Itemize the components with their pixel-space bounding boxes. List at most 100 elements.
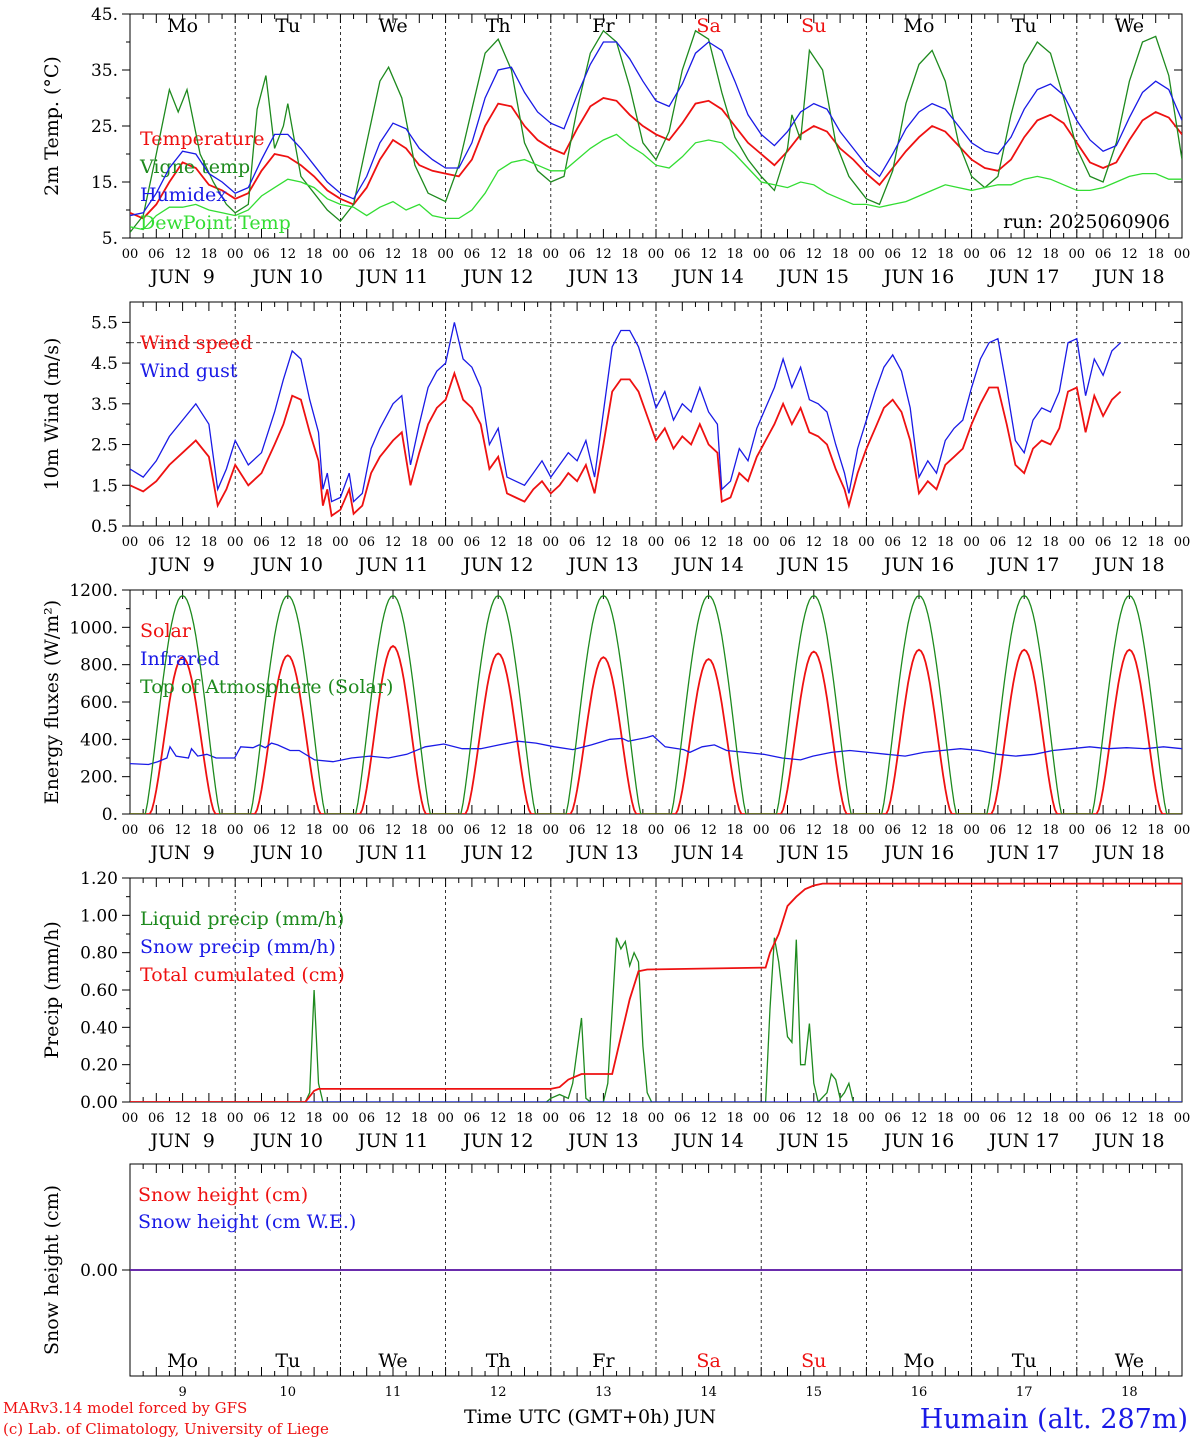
x-hour-label: 00 bbox=[122, 247, 139, 262]
x-hour-label: 00 bbox=[227, 535, 244, 550]
x-hour-label: 00 bbox=[543, 823, 560, 838]
x-hour-label: 18 bbox=[621, 1111, 638, 1126]
x-day-label: JUN 18 bbox=[1092, 842, 1164, 864]
x-hour-label: 18 bbox=[1147, 1111, 1164, 1126]
x-hour-label: 00 bbox=[753, 247, 770, 262]
legend-entry: Wind speed bbox=[140, 332, 252, 354]
y-tick-label: 2.5 bbox=[91, 436, 118, 456]
x-hour-label: 00 bbox=[963, 823, 980, 838]
x-hour-label: 06 bbox=[358, 535, 375, 550]
x-hour-label: 06 bbox=[1095, 247, 1112, 262]
x-day-label: JUN 13 bbox=[566, 266, 638, 288]
station-title: Humain (alt. 287m) bbox=[920, 1404, 1188, 1435]
x-day-label: JUN 16 bbox=[882, 554, 954, 576]
plot-frame bbox=[129, 301, 1183, 527]
x-hour-label: 06 bbox=[253, 1111, 270, 1126]
x-hour-label: 18 bbox=[727, 823, 744, 838]
x-hour-label: 18 bbox=[937, 1111, 954, 1126]
y-axis-label: 2m Temp. (°C) bbox=[41, 56, 63, 196]
legend-entry: Temperature bbox=[140, 128, 264, 150]
x-day-label: JUN 12 bbox=[461, 554, 533, 576]
x-hour-label: 18 bbox=[201, 1111, 218, 1126]
x-hour-label: 18 bbox=[306, 535, 323, 550]
x-hour-label: 06 bbox=[253, 247, 270, 262]
x-day-label: JUN 15 bbox=[777, 842, 849, 864]
x-day-number: 17 bbox=[1016, 1385, 1033, 1400]
series-line-infrared bbox=[130, 734, 1182, 766]
series-line-wind-speed bbox=[130, 370, 1122, 518]
x-day-label: JUN 9 bbox=[148, 842, 214, 864]
x-hour-label: 00 bbox=[648, 1111, 665, 1126]
legend-entry: Top of Atmosphere (Solar) bbox=[140, 676, 393, 698]
x-day-label: JUN 18 bbox=[1092, 1130, 1164, 1152]
legend-entry: Infrared bbox=[140, 648, 220, 670]
weekday-label: Tu bbox=[1012, 15, 1037, 37]
x-hour-label: 06 bbox=[464, 823, 481, 838]
x-day-label: JUN 17 bbox=[987, 842, 1059, 864]
x-hour-label: 06 bbox=[990, 823, 1007, 838]
x-hour-label: 18 bbox=[306, 247, 323, 262]
x-day-label: JUN 17 bbox=[987, 266, 1059, 288]
x-hour-label: 00 bbox=[1174, 247, 1191, 262]
x-hour-label: 00 bbox=[753, 535, 770, 550]
x-hour-label: 12 bbox=[280, 535, 297, 550]
x-hour-label: 18 bbox=[727, 1111, 744, 1126]
x-hour-label: 00 bbox=[437, 1111, 454, 1126]
x-hour-label: 06 bbox=[253, 535, 270, 550]
x-hour-label: 18 bbox=[727, 247, 744, 262]
weekday-label: We bbox=[1115, 15, 1144, 37]
x-hour-label: 12 bbox=[1016, 247, 1033, 262]
x-hour-label: 18 bbox=[516, 247, 533, 262]
x-day-number: 18 bbox=[1121, 1385, 1138, 1400]
x-day-label: JUN 13 bbox=[566, 1130, 638, 1152]
y-tick-label: 1.5 bbox=[91, 476, 118, 496]
x-hour-label: 12 bbox=[700, 1111, 717, 1126]
y-tick-label: 0.80 bbox=[80, 944, 118, 964]
x-hour-label: 12 bbox=[1121, 535, 1138, 550]
x-hour-label: 12 bbox=[1121, 247, 1138, 262]
x-hour-label: 18 bbox=[832, 535, 849, 550]
y-axis-label: Energy fluxes (W/m²) bbox=[41, 600, 63, 804]
x-hour-label: 00 bbox=[1069, 535, 1086, 550]
x-hour-label: 18 bbox=[937, 247, 954, 262]
y-axis-label: Precip (mm/h) bbox=[41, 921, 63, 1059]
y-tick-label: 800. bbox=[80, 656, 118, 676]
legend-entry: Solar bbox=[140, 620, 192, 642]
x-hour-label: 12 bbox=[806, 823, 823, 838]
x-hour-label: 06 bbox=[253, 823, 270, 838]
x-hour-label: 12 bbox=[911, 1111, 928, 1126]
x-hour-label: 00 bbox=[963, 1111, 980, 1126]
x-day-label: JUN 11 bbox=[356, 266, 428, 288]
x-hour-label: 18 bbox=[411, 1111, 428, 1126]
x-day-label: JUN 15 bbox=[777, 554, 849, 576]
x-hour-label: 00 bbox=[1174, 1111, 1191, 1126]
x-hour-label: 18 bbox=[201, 247, 218, 262]
weekday-label: Fr bbox=[592, 15, 615, 37]
x-day-label: JUN 9 bbox=[148, 554, 214, 576]
y-axis-label: 10m Wind (m/s) bbox=[41, 338, 63, 491]
x-day-label: JUN 17 bbox=[987, 1130, 1059, 1152]
panel-energy: 0. 200. 400. 600. 800. 1000. 1200. Energy fluxe… bbox=[41, 581, 1190, 864]
y-tick-label: 400. bbox=[80, 730, 118, 750]
x-hour-label: 06 bbox=[779, 247, 796, 262]
x-day-label: JUN 10 bbox=[251, 842, 323, 864]
x-hour-label: 00 bbox=[753, 823, 770, 838]
x-hour-label: 18 bbox=[832, 1111, 849, 1126]
x-hour-label: 06 bbox=[358, 823, 375, 838]
x-hour-label: 06 bbox=[148, 535, 165, 550]
run-label: run: 2025060906 bbox=[1003, 211, 1170, 233]
y-tick-label: 0.40 bbox=[80, 1018, 118, 1038]
x-day-label: JUN 14 bbox=[671, 842, 743, 864]
x-hour-label: 00 bbox=[648, 823, 665, 838]
x-hour-label: 06 bbox=[464, 1111, 481, 1126]
x-hour-label: 12 bbox=[490, 247, 507, 262]
legend-entry: Humidex bbox=[140, 184, 227, 206]
x-hour-label: 12 bbox=[490, 535, 507, 550]
x-day-label: JUN 12 bbox=[461, 842, 533, 864]
x-hour-label: 18 bbox=[1042, 823, 1059, 838]
x-hour-label: 12 bbox=[700, 535, 717, 550]
x-hour-label: 06 bbox=[779, 535, 796, 550]
x-hour-label: 18 bbox=[621, 823, 638, 838]
x-day-label: JUN 14 bbox=[671, 266, 743, 288]
legend-entry: Wind gust bbox=[140, 360, 238, 382]
